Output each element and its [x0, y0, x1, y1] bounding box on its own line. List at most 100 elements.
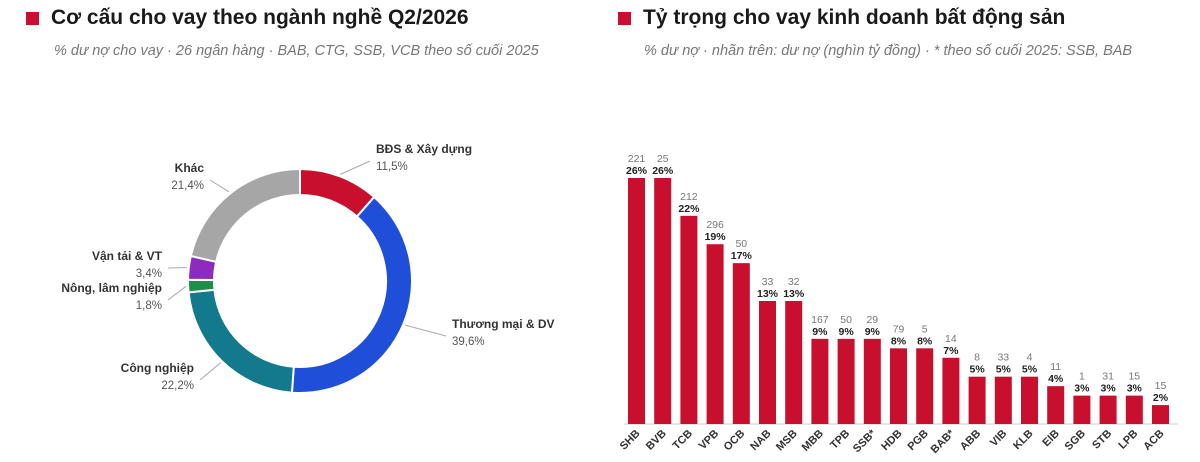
bar-amount-label-bab: 14	[945, 333, 957, 345]
bar-vib	[994, 376, 1012, 424]
donut-value-nong-lam-nghiep: 1,8%	[136, 300, 162, 312]
left-title-row: Cơ cấu cho vay theo ngành nghề Q2/2026	[26, 6, 469, 30]
donut-slice-nong-lam-nghiep	[187, 278, 216, 294]
bar-pct-label-sgb: 3%	[1074, 383, 1090, 395]
x-tick-lpb: LPB	[1116, 428, 1140, 452]
bar-pct-label-lpb: 3%	[1127, 383, 1143, 395]
bar-amount-label-nab: 33	[762, 276, 774, 288]
bar-amount-label-msb: 32	[788, 276, 800, 288]
x-tick-stb: STB	[1090, 428, 1114, 452]
bar-amount-label-sgb: 1	[1079, 371, 1085, 383]
bar-amount-label-lpb: 15	[1128, 371, 1140, 383]
bar-abb	[968, 376, 986, 424]
right-chart-subtitle: % dư nợ · nhãn trên: dư nợ (nghìn tỷ đồn…	[644, 43, 1133, 59]
bar-amount-label-tpb: 50	[840, 314, 852, 326]
bar-pct-label-shb: 26%	[626, 165, 648, 177]
x-tick-tpb: TPB	[828, 428, 852, 452]
bar-klb	[1021, 376, 1038, 424]
x-tick-pgb: PGB	[905, 428, 930, 453]
leader-line-thuong-mai-dv	[404, 324, 447, 337]
leader-line-cong-nghiep	[199, 362, 221, 381]
donut-value-bds-xay-dung: 11,5%	[376, 161, 408, 173]
bar-ssb	[863, 338, 881, 424]
donut-value-cong-nghiep: 22,2%	[161, 380, 194, 392]
bar-pct-label-nab: 13%	[757, 288, 779, 300]
bar-amount-label-bvb: 25	[657, 153, 669, 165]
x-tick-ssb: SSB*	[851, 427, 879, 455]
right-chart-title: Tỷ trọng cho vay kinh doanh bất động sản	[643, 6, 1066, 29]
industry-structure-panel: Cơ cấu cho vay theo ngành nghề Q2/2026 %…	[26, 6, 555, 394]
x-tick-klb: KLB	[1011, 428, 1036, 453]
x-tick-nab: NAB	[748, 428, 773, 453]
bar-pct-label-pgb: 8%	[917, 335, 933, 347]
x-tick-bvb: BVB	[644, 428, 669, 453]
x-tick-acb: ACB	[1141, 428, 1166, 453]
x-tick-abb: ABB	[958, 428, 983, 453]
bar-amount-label-klb: 4	[1027, 352, 1033, 364]
bar-pct-label-tpb: 9%	[839, 326, 855, 338]
x-tick-ocb: OCB	[722, 428, 748, 454]
left-title-marker	[26, 11, 39, 25]
bar-pct-label-vpb: 19%	[705, 231, 727, 243]
x-tick-bab: BAB*	[929, 427, 958, 456]
bar-tcb	[680, 215, 698, 424]
bar-lpb	[1125, 395, 1143, 424]
bar-pct-label-stb: 3%	[1101, 383, 1117, 395]
x-tick-sgb: SGB	[1063, 428, 1088, 453]
bar-pct-label-bvb: 26%	[652, 165, 674, 177]
bar-pct-label-abb: 5%	[970, 364, 986, 376]
donut-label-van-tai-vt: Vận tải & VT	[92, 249, 163, 263]
bar-pgb	[916, 348, 934, 424]
x-tick-hdb: HDB	[879, 428, 904, 453]
bar-pct-label-msb: 13%	[783, 288, 805, 300]
bar-amount-label-vpb: 296	[706, 219, 724, 231]
bar-tpb	[837, 338, 855, 424]
leader-line-bds-xay-dung	[340, 160, 371, 175]
bar-acb	[1152, 405, 1169, 424]
donut-label-cong-nghiep: Công nghiệp	[121, 361, 194, 375]
bar-hdb	[890, 348, 907, 424]
bar-pct-label-mbb: 9%	[812, 326, 828, 338]
leader-line-khac	[209, 179, 230, 193]
bar-mbb	[811, 338, 829, 424]
bar-bab	[942, 357, 960, 424]
x-tick-shb: SHB	[618, 428, 643, 453]
bar-sgb	[1073, 395, 1091, 424]
left-chart-title: Cơ cấu cho vay theo ngành nghề Q2/2026	[51, 6, 469, 29]
bar-stb	[1099, 395, 1117, 424]
bar-amount-label-ssb: 29	[866, 314, 878, 326]
x-tick-tcb: TCB	[671, 428, 696, 453]
bar-ocb	[732, 263, 750, 424]
bar-pct-label-hdb: 8%	[891, 335, 907, 347]
bar-shb	[628, 178, 645, 424]
bar-pct-label-bab: 7%	[943, 345, 959, 357]
bar-pct-label-ssb: 9%	[865, 326, 881, 338]
donut-label-thuong-mai-dv: Thương mại & DV	[452, 317, 555, 331]
bar-amount-label-mbb: 167	[811, 314, 829, 326]
bar-eib	[1047, 386, 1065, 424]
left-chart-subtitle: % dư nợ cho vay · 26 ngân hàng · BAB, CT…	[54, 43, 539, 59]
bar-nab	[759, 301, 776, 424]
donut-label-bds-xay-dung: BĐS & Xây dựng	[376, 142, 472, 156]
bar-amount-label-stb: 31	[1102, 371, 1114, 383]
bar-msb	[785, 301, 803, 424]
bar-pct-label-acb: 2%	[1153, 392, 1169, 404]
donut-slice-cong-nghiep	[187, 288, 295, 394]
bar-pct-label-ocb: 17%	[731, 250, 753, 262]
donut-slice-thuong-mai-dv	[290, 195, 413, 394]
bar-amount-label-ocb: 50	[735, 238, 747, 250]
donut-value-van-tai-vt: 3,4%	[136, 268, 162, 280]
bar-amount-label-tcb: 212	[680, 191, 698, 203]
x-tick-vpb: VPB	[697, 428, 722, 453]
leader-line-nong-lam-nghiep	[167, 285, 187, 301]
donut-value-khac: 21,4%	[171, 180, 204, 192]
bar-amount-label-abb: 8	[974, 352, 980, 364]
x-tick-vib: VIB	[988, 428, 1009, 449]
x-tick-mbb: MBB	[800, 428, 826, 454]
bar-pct-label-eib: 4%	[1048, 373, 1064, 385]
donut-label-nong-lam-nghiep: Nông, lâm nghiệp	[61, 281, 162, 295]
bar-chart: 26%221SHB26%25BVB22%212TCB19%296VPB17%50…	[618, 153, 1179, 456]
bar-pct-label-vib: 5%	[996, 364, 1012, 376]
bar-vpb	[706, 244, 724, 424]
bar-bvb	[654, 178, 672, 424]
